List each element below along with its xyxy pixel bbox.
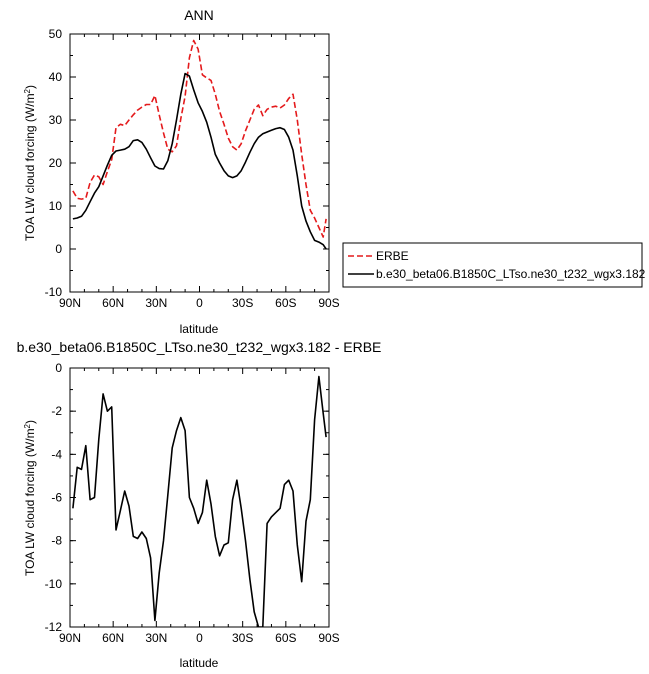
y-tick-label: 0 (55, 242, 62, 256)
y-tick-label: -2 (51, 404, 62, 418)
y-tick-label: 0 (55, 361, 62, 375)
x-tick-label: 90N (59, 631, 81, 645)
x-axis-label: latitude (180, 656, 219, 670)
y-tick-label: -8 (51, 534, 62, 548)
x-tick-label: 30N (145, 296, 167, 310)
plot-area-difference: 90N 60N 30N 0 30S 60S 90S -12 -10 -8 -6 -4 -2 0 (45, 361, 340, 645)
x-tick-label: 0 (196, 296, 203, 310)
series-line-model (72, 72, 327, 250)
x-tick-label: 30N (145, 631, 167, 645)
legend-label-erbe: ERBE (376, 249, 409, 263)
y-tick-label: -4 (51, 447, 62, 461)
x-tick-label: 30S (232, 296, 253, 310)
y-tick-label: -12 (45, 620, 63, 634)
y-tick-label: 30 (49, 113, 63, 127)
y-tick-label: -6 (51, 491, 62, 505)
y-axis-label: TOA LW cloud forcing (W/m2) (23, 420, 38, 576)
legend-box (342, 242, 643, 288)
x-axis-label: latitude (180, 322, 219, 336)
chart-panel-difference: b.e30_beta06.B1850C_LTso.ne30_t232_wgx3.… (17, 339, 382, 670)
x-tick-label: 30S (232, 631, 253, 645)
chart-panel-annual: ANN TOA LW cloud forcing (W/m2) latitude… (23, 7, 340, 336)
x-tick-label: 60S (275, 631, 296, 645)
chart-title: b.e30_beta06.B1850C_LTso.ne30_t232_wgx3.… (17, 339, 382, 355)
x-tick-label: 60N (102, 631, 124, 645)
y-tick-label: 10 (49, 199, 63, 213)
plot-area-annual: 90N 60N 30N 0 30S 60S 90S -10 0 10 20 30 40 50 (45, 27, 340, 310)
x-tick-label: 90N (59, 296, 81, 310)
y-tick-label: -10 (45, 285, 63, 299)
y-tick-label: -10 (45, 577, 63, 591)
series-line-erbe (72, 39, 327, 238)
y-tick-label: 50 (49, 27, 63, 41)
y-tick-label: 40 (49, 70, 63, 84)
series-line-difference (72, 375, 327, 627)
y-tick-label: 20 (49, 156, 63, 170)
y-axis-label: TOA LW cloud forcing (W/m2) (23, 85, 38, 241)
x-tick-label: 60S (275, 296, 296, 310)
legend-label-model: b.e30_beta06.B1850C_LTso.ne30_t232_wgx3.… (376, 267, 646, 281)
x-tick-label: 90S (318, 631, 339, 645)
x-tick-label: 0 (196, 631, 203, 645)
chart-title: ANN (184, 7, 214, 23)
x-tick-label: 90S (318, 296, 339, 310)
plot-frame (69, 367, 330, 628)
legend: ERBE b.e30_beta06.B1850C_LTso.ne30_t232_… (342, 242, 646, 288)
x-tick-label: 60N (102, 296, 124, 310)
